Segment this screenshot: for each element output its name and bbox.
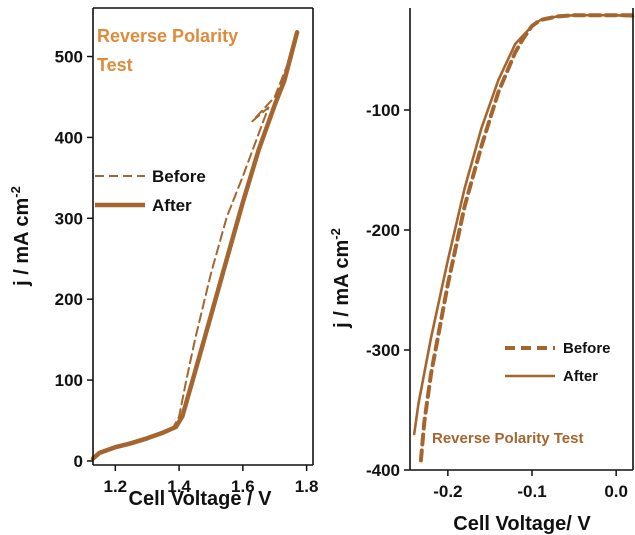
left-y-tick-label: 300 xyxy=(55,209,83,228)
right-legend-after-label: After xyxy=(563,368,598,385)
right-axis-ticks: -0.2 -0.1 0.0 -100 -200 -300 -400 xyxy=(366,101,628,501)
left-axis-ticks: 1.2 1.4 1.6 1.8 0 100 200 300 400 500 xyxy=(55,48,319,496)
left-legend: Before After xyxy=(95,167,206,215)
left-chart-title-line1: Reverse Polarity xyxy=(97,26,238,46)
left-chart-title-line2: Test xyxy=(97,55,133,75)
right-y-tick-label: -300 xyxy=(366,341,400,360)
left-series-after-line xyxy=(90,30,300,461)
left-legend-before-label: Before xyxy=(152,167,206,186)
left-series-group xyxy=(90,30,300,461)
right-y-tick-label: -200 xyxy=(366,221,400,240)
right-y-axis-label: j / mA cm-2 xyxy=(328,228,353,329)
left-y-axis-label-superscript: -2 xyxy=(8,186,23,198)
right-series-after-line xyxy=(412,13,635,436)
left-y-axis-label: j / mA cm-2 xyxy=(8,186,33,287)
right-x-tick-label: -0.2 xyxy=(433,482,462,501)
left-y-tick-label: 400 xyxy=(55,128,83,147)
right-chart-title: Reverse Polarity Test xyxy=(432,430,583,447)
left-legend-after-label: After xyxy=(152,196,192,215)
right-y-axis-label-superscript: -2 xyxy=(328,228,343,240)
right-y-axis-label-text: j / mA cm xyxy=(331,240,353,329)
left-y-tick-label: 100 xyxy=(55,371,83,390)
left-x-tick-label: 1.4 xyxy=(167,477,191,496)
right-y-tick-label: -100 xyxy=(366,101,400,120)
right-legend: Before After xyxy=(505,340,611,385)
right-x-tick-label: 0.0 xyxy=(604,482,628,501)
right-series-before-line xyxy=(418,13,635,463)
right-y-tick-label: -400 xyxy=(366,461,400,480)
left-chart-panel: Reverse Polarity Test 1.2 1.4 1.6 1.8 0 100 20… xyxy=(8,7,319,510)
left-y-tick-label: 0 xyxy=(74,452,83,471)
left-y-tick-label: 500 xyxy=(55,48,83,67)
left-x-axis-label: Cell Voltage / V xyxy=(129,488,273,510)
left-x-tick-label: 1.8 xyxy=(295,477,319,496)
left-x-tick-label: 1.6 xyxy=(231,477,255,496)
left-x-tick-label: 1.2 xyxy=(103,477,127,496)
left-y-axis-label-text: j / mA cm xyxy=(11,198,33,287)
right-series-group xyxy=(412,13,635,463)
right-x-axis-label: Cell Voltage/ V xyxy=(453,513,591,535)
right-x-tick-label: -0.1 xyxy=(517,482,546,501)
right-chart-panel: -0.2 -0.1 0.0 -100 -200 -300 -400 Before After… xyxy=(328,8,635,535)
left-y-tick-label: 200 xyxy=(55,290,83,309)
right-legend-before-label: Before xyxy=(563,340,611,357)
left-series-before-line xyxy=(92,31,299,460)
